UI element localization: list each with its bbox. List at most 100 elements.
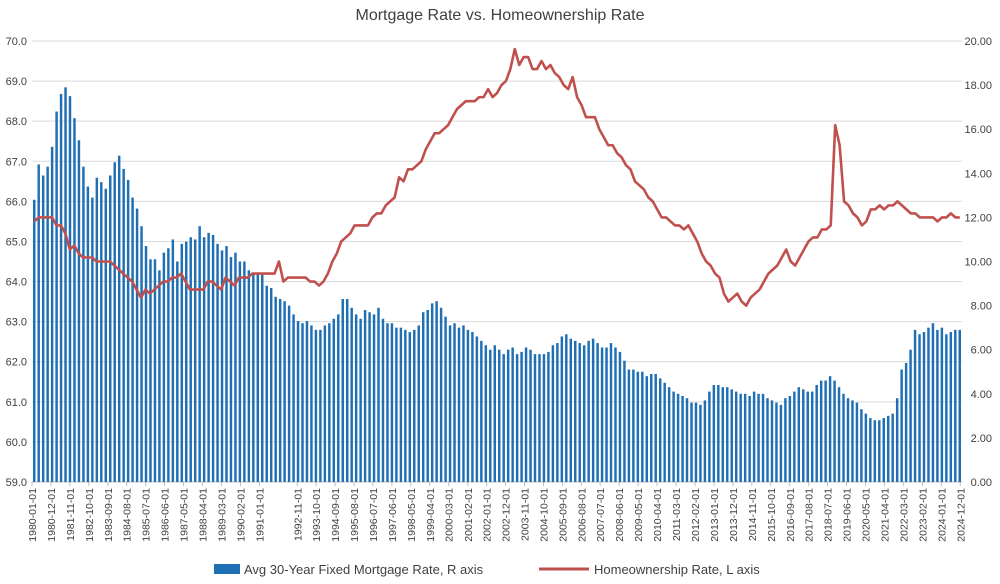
right-axis-tick-label: 12.00 [964,212,992,224]
mortgage-rate-bar [703,400,707,482]
mortgage-rate-bar [238,261,242,482]
x-axis-tick-label: 2012-02-01 [690,488,702,542]
mortgage-rate-bar [46,166,49,482]
mortgage-rate-bar [421,312,425,482]
mortgage-rate-bar [551,345,555,482]
x-axis-tick-label: 2011-03-01 [671,488,683,541]
mortgage-rate-bar [658,378,662,482]
mortgage-rate-bar [332,318,336,482]
left-axis-tick-label: 64.0 [6,277,27,289]
left-axis-ticks: 59.0 60.0 61.0 62.0 63.0 64.0 65.0 66.0 67.0 68.0… [6,36,27,489]
x-axis-tick-label: 2023-02-01 [917,488,929,542]
mortgage-rate-bar [287,305,291,482]
mortgage-rate-bar [900,369,903,482]
right-axis-tick-label: 10.00 [964,257,992,269]
left-axis-tick-label: 69.0 [6,76,27,88]
mortgage-rate-bar [761,393,765,482]
mortgage-rate-bar [502,354,505,482]
mortgage-rate-bar [417,325,420,482]
mortgage-rate-bar [529,349,532,482]
right-axis-tick-label: 6.00 [971,345,992,357]
mortgage-rate-bar [560,336,564,482]
mortgage-rate-bar [569,338,573,482]
mortgage-rate-bar [779,404,783,482]
mortgage-rate-bar [167,248,170,482]
mortgage-rate-bar [627,369,631,482]
x-axis-tick-label: 2010-04-01 [652,488,664,542]
mortgage-rate-bar [565,334,568,482]
mortgage-rate-bar [842,393,845,482]
mortgage-rate-bar [650,373,653,482]
mortgage-rate-bar [506,349,510,482]
mortgage-rate-bar [426,310,429,482]
mortgage-rate-bar [471,332,474,482]
mortgage-rate-bar [922,332,926,482]
mortgage-rate-bar [171,239,175,482]
mortgage-rate-bar [667,387,671,482]
mortgage-rate-bar [538,354,541,482]
mortgage-rate-bar [323,325,327,482]
mortgage-rate-bar [301,323,304,482]
mortgage-rate-bar [582,345,586,482]
legend: Avg 30-Year Fixed Mortgage Rate, R axis … [214,562,760,577]
mortgage-rate-bar [475,336,479,482]
x-axis-tick-label: 2000-03-01 [444,488,456,542]
mortgage-rate-bar [305,321,309,482]
mortgage-rate-bar [542,354,546,482]
x-axis-tick-label: 2003-11-01 [520,488,532,541]
x-axis-tick-label: 2020-05-01 [860,488,872,542]
mortgage-rate-bar [64,87,67,483]
mortgage-rate-bar [645,376,649,482]
mortgage-rate-bar [480,340,483,482]
mortgage-rate-bar [498,349,501,482]
x-axis-tick-label: 2013-01-01 [709,488,721,542]
x-axis-tick-label: 2024-12-01 [955,488,967,542]
mortgage-rate-bar [229,257,233,482]
mortgage-rate-bar [587,340,590,482]
chart-title: Mortgage Rate vs. Homeownership Rate [355,7,644,24]
left-axis-tick-label: 65.0 [6,236,27,248]
mortgage-rate-bar [220,250,224,482]
x-axis-tick-label: 1984-08-01 [122,488,134,542]
mortgage-rate-bar [489,349,492,482]
mortgage-rate-bar [435,301,438,482]
legend-label-mortgage: Avg 30-Year Fixed Mortgage Rate, R axis [244,562,484,577]
mortgage-rate-bar [936,329,939,482]
mortgage-rate-bar [202,237,206,482]
mortgage-rate-bar [806,391,809,482]
mortgage-rate-bar [609,343,613,482]
x-axis-tick-label: 1981-11-01 [65,488,77,541]
mortgage-rate-bar [596,343,599,482]
mortgage-rate-bar [345,298,349,482]
mortgage-rate-bar [734,391,738,482]
left-axis-tick-label: 62.0 [6,357,27,369]
mortgage-rate-bar [891,413,894,482]
x-axis-tick-label: 1987-05-01 [178,488,190,542]
x-axis-tick-label: 1990-02-01 [235,488,247,542]
mortgage-rate-bars [33,87,961,483]
mortgage-rate-bar [954,329,957,482]
mortgage-rate-bar [162,252,166,482]
mortgage-rate-bar [793,391,796,482]
mortgage-rate-bar [864,413,868,482]
x-axis-tick-label: 2013-12-01 [728,488,740,542]
mortgage-rate-bar [185,241,188,482]
mortgage-rate-bar [730,389,733,482]
x-axis-tick-label: 2001-02-01 [463,488,475,542]
mortgage-rate-bar [408,332,412,482]
x-axis-tick-label: 1982-10-01 [84,488,96,542]
x-axis-tick-label: 2017-08-01 [804,488,816,542]
mortgage-rate-bar [591,338,595,482]
homeownership-line [33,47,960,307]
x-axis-tick-label: 1999-04-01 [425,488,437,542]
mortgage-rate-bar [846,398,850,482]
mortgage-rate-bar [618,351,622,482]
mortgage-rate-bar [126,179,130,483]
right-axis-tick-label: 8.00 [971,301,992,313]
mortgage-rate-bar [234,252,237,482]
right-axis-tick-label: 18.00 [964,80,992,92]
x-axis-ticks: 1980-01-01 1980-12-01 1981-11-01 1982-10-01… [27,482,967,542]
left-axis-tick-label: 67.0 [6,156,27,168]
mortgage-rate-bar [413,329,416,482]
right-axis-ticks: 0.00 2.00 4.00 6.00 8.00 10.00 12.00 14.00 16.00… [964,36,992,489]
